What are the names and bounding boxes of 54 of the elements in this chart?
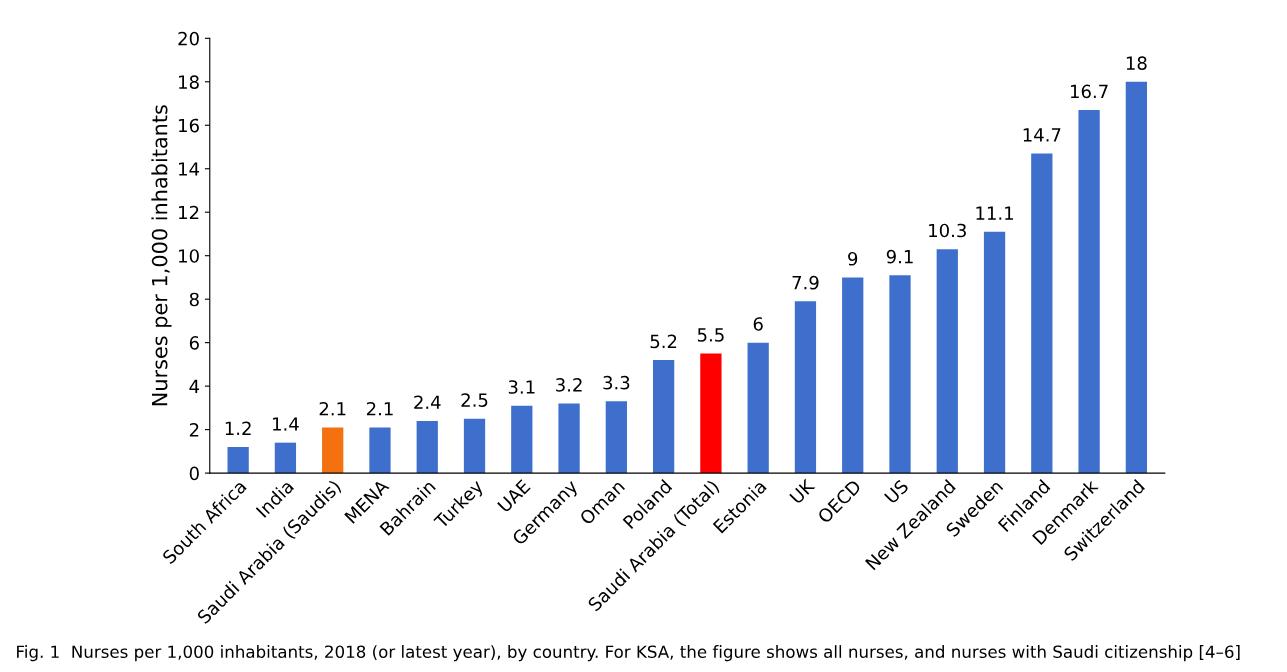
caption: Fig. 1 Nurses per 1,000 inhabitants, 2018 (or latest year), by country. For KSA, the figure shows all nurses, and nurses with Saudi citizenship [4–6] xyxy=(17,645,1240,662)
bar xyxy=(322,427,344,474)
bar xyxy=(700,353,722,474)
y-tick-label: 8 xyxy=(189,292,199,307)
data-label: 9.1 xyxy=(886,249,913,264)
y-tick-label: 12 xyxy=(179,205,199,220)
data-label: 2.1 xyxy=(319,401,346,416)
data-label: 1.2 xyxy=(225,421,251,435)
bar xyxy=(1031,153,1053,474)
y-tick-label: 0 xyxy=(189,466,199,481)
y-tick-label: 18 xyxy=(179,75,199,89)
data-label: 10.3 xyxy=(929,223,966,238)
data-label: 2.4 xyxy=(414,395,441,409)
data-label: 2.5 xyxy=(461,393,488,407)
x-tick-label: UK xyxy=(789,478,816,505)
data-label: 9 xyxy=(848,251,858,266)
bar xyxy=(983,231,1006,474)
bar xyxy=(463,418,486,474)
bar xyxy=(416,420,438,474)
bar xyxy=(794,301,817,474)
data-label: 16.7 xyxy=(1070,84,1108,99)
bar xyxy=(889,275,911,474)
y-tick-label: 4 xyxy=(189,379,200,393)
y-tick-label: 14 xyxy=(179,162,200,176)
y-tick-label: 20 xyxy=(178,31,199,46)
data-label: 3.3 xyxy=(603,375,630,390)
data-label: 2.1 xyxy=(366,401,393,416)
bar xyxy=(511,405,533,474)
bar xyxy=(605,401,627,474)
data-label: 5.2 xyxy=(650,334,677,349)
bar xyxy=(842,277,864,474)
data-label: 3.2 xyxy=(556,378,582,392)
bar xyxy=(558,403,580,474)
data-label: 6 xyxy=(753,317,763,331)
data-label: 3.1 xyxy=(508,380,535,394)
bar xyxy=(369,427,391,474)
bar xyxy=(652,360,675,474)
data-label: 18 xyxy=(1126,56,1147,70)
data-label: 7.9 xyxy=(792,275,819,290)
y-tick-label: 10 xyxy=(179,249,199,263)
bar xyxy=(1078,110,1100,474)
bar xyxy=(274,442,297,474)
y-axis-title: Nurses per 1,000 inhabitants xyxy=(151,105,172,406)
data-label: 14.7 xyxy=(1023,128,1061,142)
bar xyxy=(227,447,249,474)
data-label: 1.4 xyxy=(273,417,299,431)
data-label: 11.1 xyxy=(976,206,1013,220)
bar xyxy=(1125,81,1148,474)
bar xyxy=(747,342,769,474)
bar xyxy=(936,249,958,474)
y-tick-label: 6 xyxy=(189,336,199,350)
y-tick-label: 2 xyxy=(189,423,199,437)
data-label: 5.5 xyxy=(697,328,724,342)
y-tick-label: 16 xyxy=(179,118,199,133)
